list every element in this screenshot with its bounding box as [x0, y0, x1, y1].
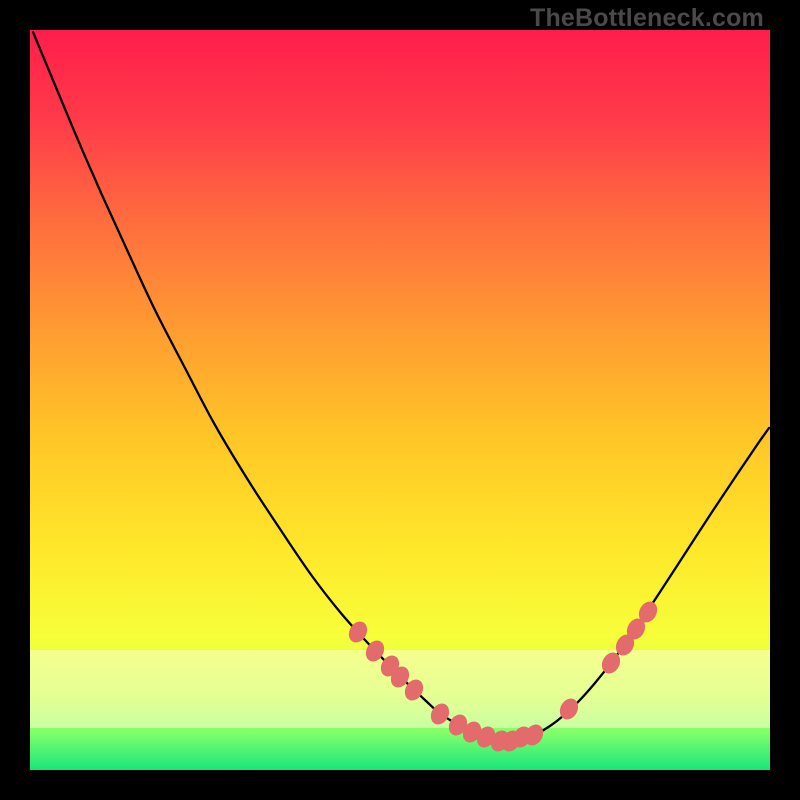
plot-area	[30, 30, 770, 770]
watermark-text: TheBottleneck.com	[530, 4, 764, 33]
chart-svg	[30, 30, 770, 770]
pale-band	[30, 650, 770, 728]
